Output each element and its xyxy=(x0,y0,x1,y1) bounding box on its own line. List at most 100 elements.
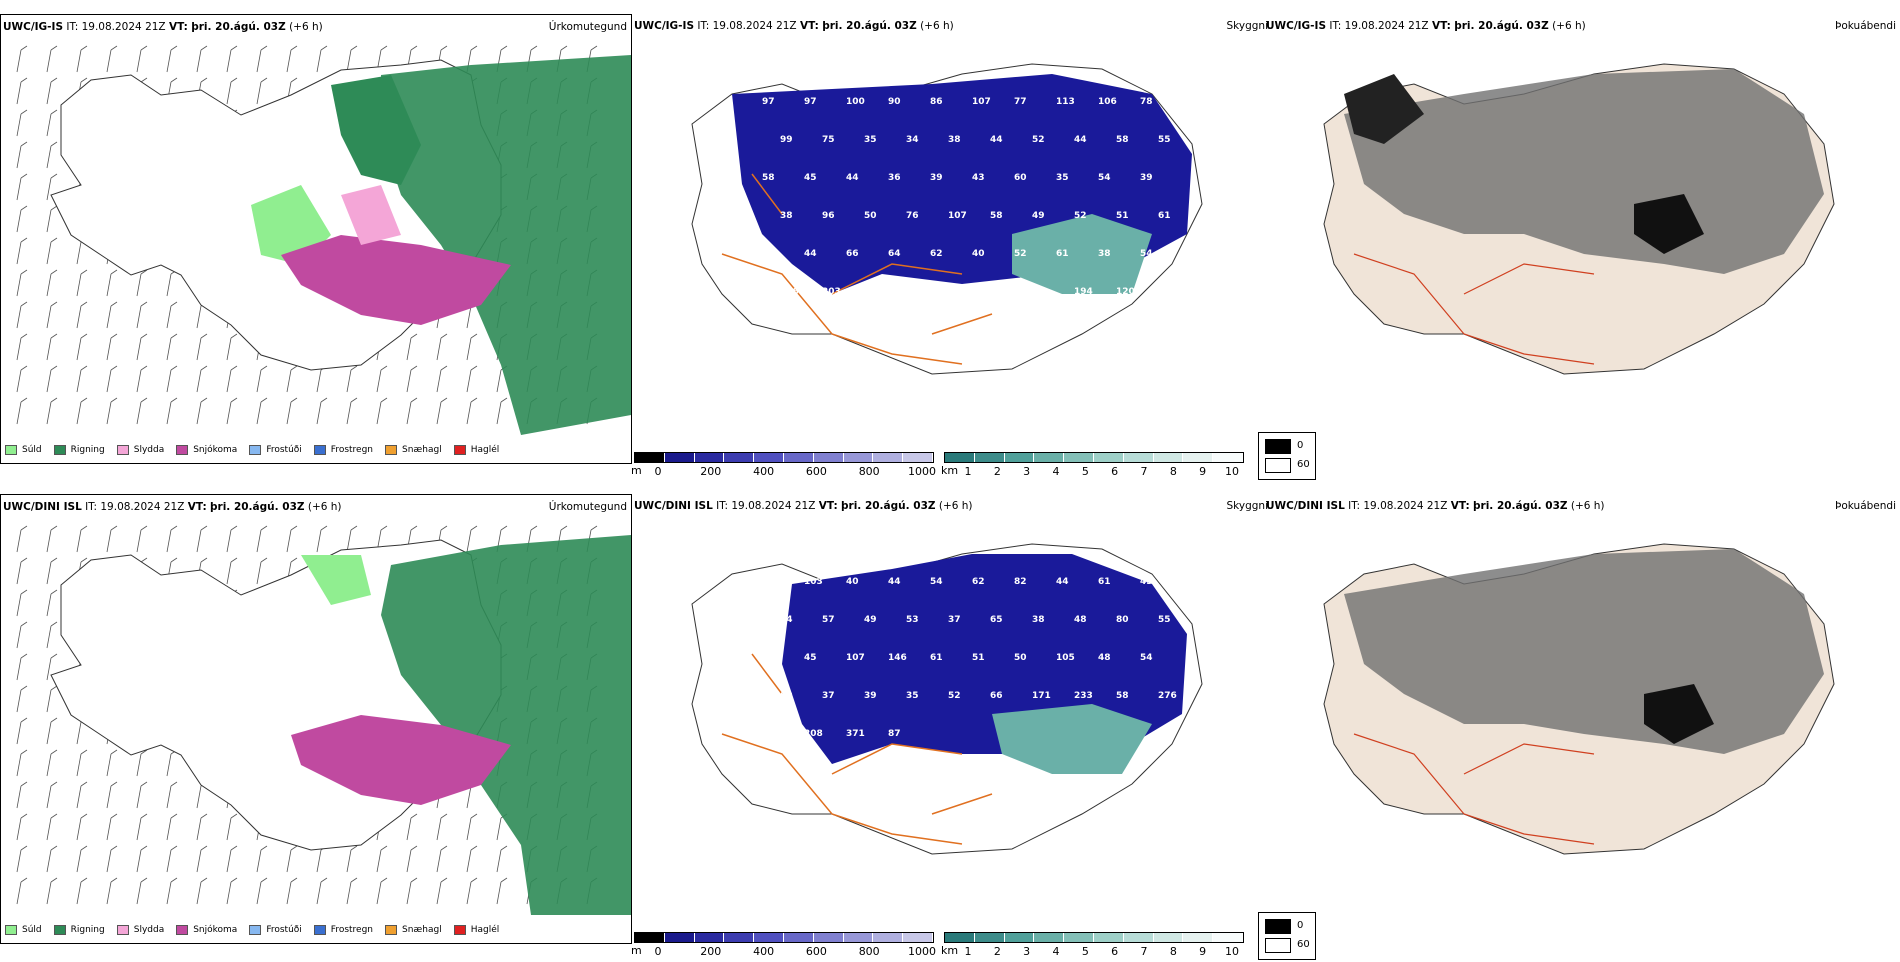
cloud-base-value: 371 xyxy=(846,729,865,739)
wind-barb xyxy=(466,845,478,873)
wind-barb xyxy=(166,333,178,361)
legend-swatch xyxy=(176,925,189,935)
cloud-base-value: 61 xyxy=(1098,577,1111,587)
cloud-base-value: 38 xyxy=(948,135,961,145)
wind-barb xyxy=(16,557,28,585)
wind-barb xyxy=(466,397,478,425)
wind-barb xyxy=(286,365,298,393)
wind-barb xyxy=(46,589,58,617)
fog-grey-area xyxy=(1344,549,1824,754)
wind-barb xyxy=(106,269,118,297)
cloud-base-value: 36 xyxy=(888,173,901,183)
cloud-base-value: 113 xyxy=(1056,97,1075,107)
cloud-base-value: 62 xyxy=(972,577,985,587)
colorbar-tick: 5 xyxy=(1081,945,1089,958)
wind-barb xyxy=(166,365,178,393)
legend-item: Slydda xyxy=(116,445,164,455)
precip-type-panel: UWC/IG-IS IT: 19.08.2024 21Z VT: þri. 20… xyxy=(0,14,632,464)
cloud-base-value: 75 xyxy=(822,135,835,145)
legend-item: Frostregn xyxy=(313,445,373,455)
cloud-base-value: 195 xyxy=(948,287,967,297)
wind-barb xyxy=(106,333,118,361)
wind-barb xyxy=(196,397,208,425)
wind-barb xyxy=(136,301,148,329)
cloud-base-value: 54 xyxy=(780,615,793,625)
wind-barb xyxy=(166,45,178,73)
wind-barb xyxy=(226,365,238,393)
colorbar-cell xyxy=(1093,453,1124,462)
legend-item: Snjókoma xyxy=(176,445,237,455)
legend-item: Frostregn xyxy=(313,925,373,935)
colorbar-cell xyxy=(694,453,725,462)
colorbar-cell xyxy=(873,933,904,942)
wind-barb xyxy=(346,397,358,425)
legend-label: Frostúði xyxy=(266,925,302,935)
wind-barb xyxy=(46,685,58,713)
wind-barb xyxy=(166,397,178,425)
cloud-base-value: 176 xyxy=(780,287,799,297)
cloud-base-value: 61 xyxy=(930,653,943,663)
wind-barb xyxy=(136,749,148,777)
cloud-base-value: 53 xyxy=(906,615,919,625)
wind-barb xyxy=(16,77,28,105)
wind-barb xyxy=(46,397,58,425)
wind-barb xyxy=(346,877,358,905)
legend-swatch xyxy=(385,925,398,935)
wind-barb xyxy=(286,877,298,905)
wind-barb xyxy=(496,397,508,425)
cloud-base-value: 99 xyxy=(780,135,793,145)
wind-barb xyxy=(76,781,88,809)
colorbar-cell xyxy=(664,933,695,942)
wind-barb xyxy=(136,365,148,393)
colorbar-cell xyxy=(754,933,784,942)
fog-map xyxy=(1323,63,1835,375)
legend-swatch xyxy=(53,445,66,455)
cloud-base-value: 90 xyxy=(888,97,901,107)
cloud-title: Skyggni xyxy=(1226,500,1269,512)
cloud-base-value: 83 xyxy=(1158,287,1171,297)
cloud-base-value: 97 xyxy=(762,97,775,107)
cloud-base-value: 52 xyxy=(1032,135,1045,145)
fog-dark-area-2 xyxy=(1344,74,1424,144)
cloud-base-value: 77 xyxy=(1014,97,1027,107)
legend-label: Rigning xyxy=(70,925,105,935)
wind-barb xyxy=(406,813,418,841)
cloud-base-value: 44 xyxy=(1056,577,1069,587)
legend-swatch xyxy=(313,445,326,455)
colorbar-tick: 10 xyxy=(1225,465,1239,478)
wind-barb xyxy=(436,845,448,873)
colorbar-cell xyxy=(1004,933,1035,942)
wind-barb xyxy=(16,301,28,329)
legend-label: Snjókoma xyxy=(193,445,238,455)
wind-barb xyxy=(466,365,478,393)
wind-barb xyxy=(256,845,268,873)
cloud-base-value: 37 xyxy=(948,615,961,625)
legend-swatch xyxy=(453,925,466,935)
cloud-base-value: 38 xyxy=(780,211,793,221)
wind-barb xyxy=(466,877,478,905)
colorbar-cell xyxy=(903,453,933,462)
wind-barb xyxy=(16,365,28,393)
legend-label: Frostúði xyxy=(266,445,302,455)
wind-barb xyxy=(16,685,28,713)
precip-title: Úrkomutegund xyxy=(548,21,627,33)
cloud-base-value: 349 xyxy=(762,729,781,739)
wind-barb xyxy=(16,653,28,681)
wind-barb xyxy=(316,45,328,73)
colorbar-cell xyxy=(783,933,814,942)
wind-barb xyxy=(196,813,208,841)
wind-barb xyxy=(316,397,328,425)
cloud-base-value: 97 xyxy=(804,97,817,107)
colorbar-cell xyxy=(1153,453,1184,462)
colorbar-tick: 0 xyxy=(654,945,662,958)
fog-map xyxy=(1323,543,1835,855)
wind-barb xyxy=(76,333,88,361)
cloud-base-value: 57 xyxy=(822,615,835,625)
colorbar-cell xyxy=(974,933,1005,942)
roads xyxy=(1353,733,1595,845)
cloud-base-value: 80 xyxy=(762,577,775,587)
cloud-base-map: 97 97 100 90 86 107 77 113 106 78 99 75 35 34 38 44 52 44… xyxy=(691,63,1203,375)
wind-barb xyxy=(16,237,28,265)
row-dini-isl: UWC/DINI ISL IT: 19.08.2024 21Z VT: þri.… xyxy=(0,494,1900,960)
colorbar-cell xyxy=(873,453,904,462)
